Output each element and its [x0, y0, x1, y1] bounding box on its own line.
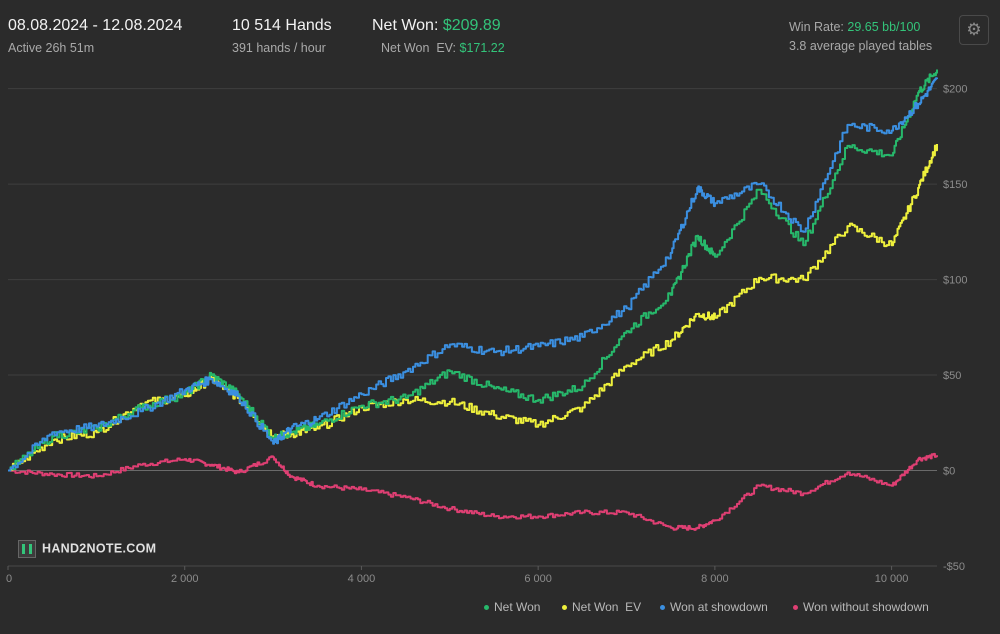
- hands-count: 10 514 Hands: [232, 17, 332, 34]
- legend-dot-net-won-ev: [562, 605, 567, 611]
- settings-button[interactable]: ⚙: [959, 15, 989, 45]
- y-tick-label: $100: [943, 275, 967, 287]
- gear-icon: ⚙: [966, 20, 982, 39]
- date-range: 08.08.2024 - 12.08.2024: [8, 17, 183, 34]
- x-tick-label: 6 000: [524, 573, 552, 585]
- win-rate-value: 29.65 bb/100: [847, 20, 921, 34]
- x-tick-label: 4 000: [348, 573, 376, 585]
- net-won-ev-value: $171.22: [459, 41, 505, 55]
- legend-dot-won-showdown: [660, 605, 665, 611]
- net-won-ev: Net Won EV: $171.22: [381, 41, 505, 55]
- logo-text: HAND2NOTE.COM: [42, 541, 157, 556]
- series-won-without-showdown: [8, 452, 938, 531]
- stats-header: 08.08.2024 - 12.08.2024 Active 26h 51m 1…: [0, 0, 1000, 60]
- hands-per-hour: 391 hands / hour: [232, 41, 326, 55]
- x-tick-label: 8 000: [701, 573, 729, 585]
- net-won-ev-label: Net Won EV:: [381, 41, 457, 55]
- legend-net-won[interactable]: Net Won: [484, 600, 540, 614]
- win-rate-label: Win Rate:: [789, 20, 844, 34]
- series-net-won-ev: [8, 144, 938, 472]
- winnings-chart: $200 $150 $100 $50 $0 -$50 0 2 000 4 000 6 000 8 0…: [6, 69, 967, 585]
- net-won: Net Won: $209.89: [372, 17, 501, 35]
- win-rate: Win Rate: 29.65 bb/100: [789, 20, 920, 34]
- legend-net-won-ev[interactable]: Net Won EV: [562, 600, 641, 614]
- legend-label-won-showdown: Won at showdown: [670, 600, 768, 614]
- legend-label-net-won: Net Won: [494, 600, 541, 614]
- hand2note-logo: HAND2NOTE.COM: [18, 540, 156, 558]
- chart-axes: $200 $150 $100 $50 $0 -$50 0 2 000 4 000 6 000 8 0…: [6, 84, 967, 585]
- legend-dot-net-won: [484, 605, 489, 611]
- chart-series: [8, 69, 938, 531]
- active-time: Active 26h 51m: [8, 41, 95, 55]
- net-won-label: Net Won:: [372, 17, 439, 34]
- series-won-at-showdown: [8, 77, 938, 472]
- x-tick-label: 2 000: [171, 573, 199, 585]
- x-tick-label: 10 000: [875, 573, 909, 585]
- avg-tables: 3.8 average played tables: [789, 39, 933, 53]
- legend-dot-won-without-showdown: [793, 605, 798, 611]
- legend-label-net-won-ev: Net Won EV: [572, 600, 642, 614]
- net-won-value: $209.89: [442, 17, 501, 34]
- x-tick-label: 0: [6, 573, 12, 585]
- legend-label-won-without-showdown: Won without showdown: [803, 600, 929, 614]
- y-tick-label: -$50: [943, 561, 965, 573]
- y-tick-label: $200: [943, 84, 967, 96]
- legend-won-showdown[interactable]: Won at showdown: [660, 600, 768, 614]
- y-tick-label: $0: [943, 466, 955, 478]
- chart-grid: [8, 88, 937, 567]
- y-tick-label: $150: [943, 179, 967, 191]
- hand2note-logo-icon: [18, 540, 36, 558]
- legend-won-without-showdown[interactable]: Won without showdown: [793, 600, 929, 614]
- y-tick-label: $50: [943, 370, 961, 382]
